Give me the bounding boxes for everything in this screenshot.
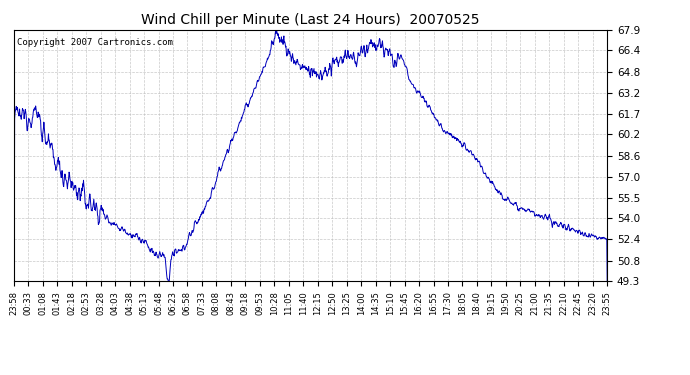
Text: Copyright 2007 Cartronics.com: Copyright 2007 Cartronics.com: [17, 38, 172, 46]
Title: Wind Chill per Minute (Last 24 Hours)  20070525: Wind Chill per Minute (Last 24 Hours) 20…: [141, 13, 480, 27]
